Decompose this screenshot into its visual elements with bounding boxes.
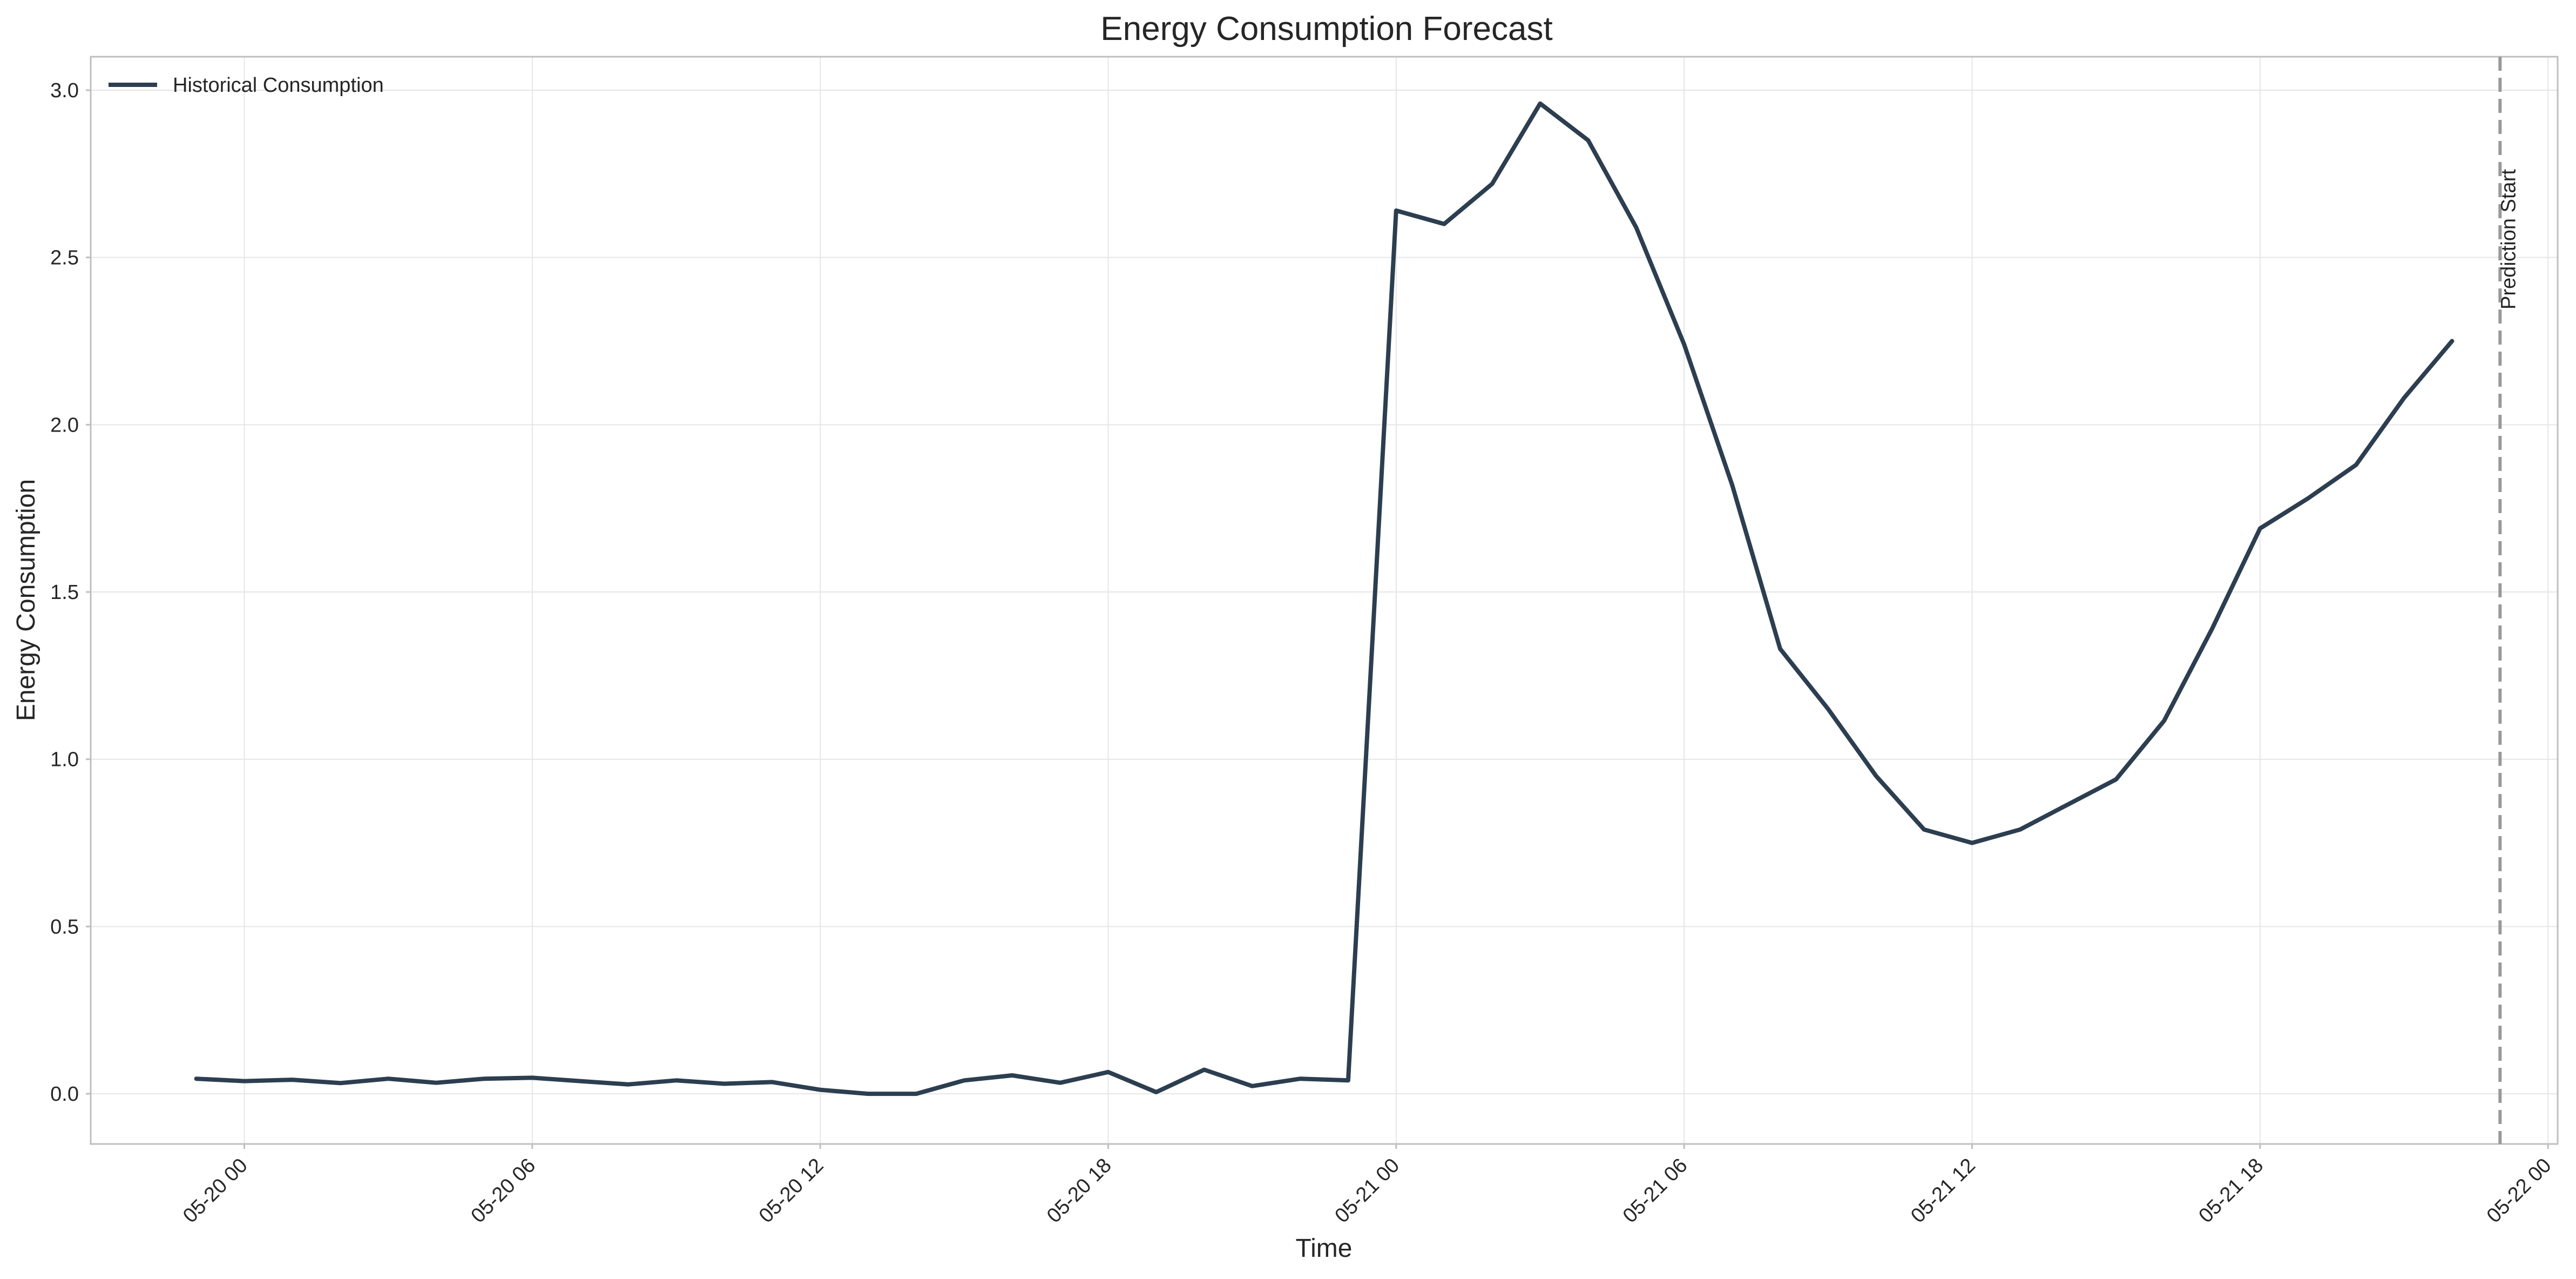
y-tick-label: 0.5 [50,916,79,938]
x-tick-label: 05-21 12 [1906,1154,1980,1228]
series-line [194,101,2455,1096]
x-tick-label: 05-21 06 [1619,1154,1692,1228]
y-tick-label: 0.0 [50,1083,79,1106]
plot-frame [90,56,2559,1145]
grid [91,57,2558,1144]
y-axis-ticks: 0.0 0.5 1.0 1.5 2.0 2.5 3.0 [50,79,91,1106]
x-tick-label: 05-20 12 [755,1154,828,1228]
x-tick-label: 05-22 00 [2483,1154,2556,1228]
y-tick-label: 2.0 [50,414,79,436]
prediction-start-label: Prediction Start [2497,169,2520,309]
x-tick-label: 05-20 18 [1043,1154,1116,1228]
annotations: Prediction Start [2497,57,2520,1144]
y-axis-title: Energy Consumption [12,479,40,721]
y-tick-label: 1.0 [50,749,79,771]
series-group [194,101,2455,1096]
legend: Historical Consumption [109,74,384,97]
x-axis-ticks: 05-20 00 05-20 06 05-20 12 05-20 18 05-21 00… [179,1144,2556,1227]
y-tick-label: 1.5 [50,581,79,604]
x-tick-label: 05-21 00 [1330,1154,1404,1228]
y-tick-label: 2.5 [50,247,79,270]
x-tick-label: 05-21 18 [2194,1154,2268,1228]
chart-title: Energy Consumption Forecast [1100,10,1552,48]
x-tick-label: 05-20 00 [179,1154,252,1228]
x-axis-title: Time [1296,1234,1353,1263]
x-tick-label: 05-20 06 [466,1154,540,1228]
y-tick-label: 3.0 [50,79,79,102]
legend-label: Historical Consumption [173,74,384,97]
